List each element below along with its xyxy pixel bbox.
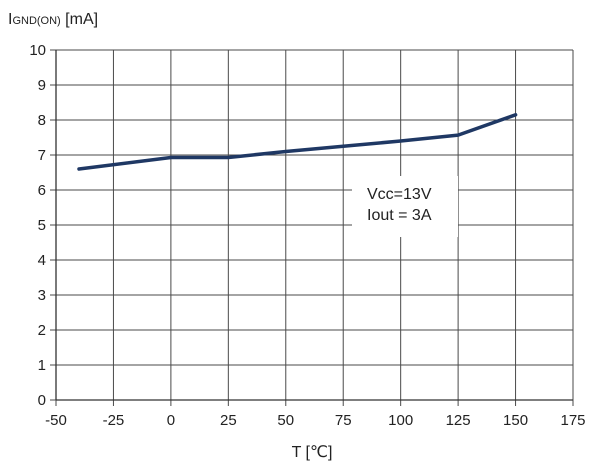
series-line — [77, 113, 518, 171]
x-tick-label: 150 — [503, 412, 528, 429]
x-tick-label: 175 — [560, 412, 585, 429]
x-tick-labels: -50 -25 0 25 50 75 100 125 150 175 — [45, 412, 585, 429]
y-axis-label: IGND(ON) [mA] — [8, 11, 98, 28]
x-axis-label: T [℃] — [292, 444, 333, 461]
y-tick-label: 4 — [38, 252, 46, 269]
series-group — [77, 113, 518, 171]
y-axis-label-main: I — [8, 11, 12, 28]
y-tick-label: 7 — [38, 147, 46, 164]
y-tick-label: 9 — [38, 77, 46, 94]
annotation-box — [352, 176, 458, 237]
y-tick-label: 6 — [38, 182, 46, 199]
y-axis-label-unit: [mA] — [61, 11, 98, 28]
x-tick-label: -50 — [45, 412, 67, 429]
y-tick-label: 8 — [38, 112, 46, 129]
y-tick-label: 3 — [38, 287, 46, 304]
annotation-vcc: Vcc=13V — [367, 186, 432, 203]
axes — [50, 49, 574, 406]
x-tick-label: 50 — [277, 412, 294, 429]
x-tick-label: 0 — [167, 412, 175, 429]
x-tick-label: -25 — [103, 412, 125, 429]
x-tick-label: 125 — [446, 412, 471, 429]
grid — [55, 49, 574, 401]
y-axis-label-sub: GND(ON) — [12, 15, 60, 27]
y-tick-label: 10 — [29, 42, 46, 59]
x-tick-label: 25 — [220, 412, 237, 429]
x-tick-label: 75 — [335, 412, 352, 429]
annotation-iout: Iout = 3A — [367, 207, 432, 224]
y-tick-label: 1 — [38, 357, 46, 374]
y-tick-labels: 0 1 2 3 4 5 6 7 8 9 10 — [29, 42, 46, 409]
y-tick-label: 5 — [38, 217, 46, 234]
y-tick-label: 0 — [38, 392, 46, 409]
x-tick-label: 100 — [388, 412, 413, 429]
y-tick-label: 2 — [38, 322, 46, 339]
